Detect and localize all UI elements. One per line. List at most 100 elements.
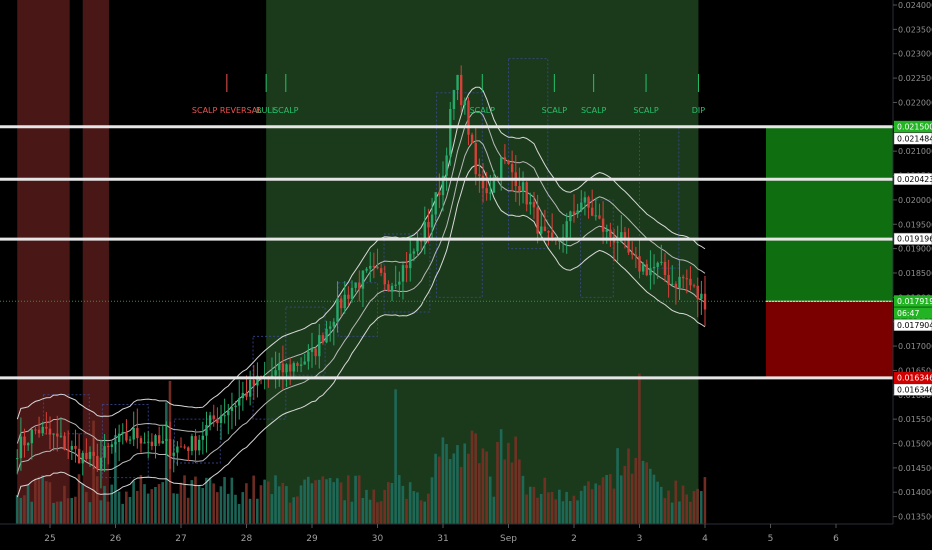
volume-bar (339, 482, 343, 524)
candle-body (463, 100, 467, 106)
candle-body (103, 446, 106, 458)
volume-bar (572, 495, 576, 524)
volume-bar (641, 460, 645, 524)
candle-body (150, 441, 154, 447)
candle-body (354, 282, 357, 288)
candle-body (110, 444, 114, 448)
volume-bar (634, 457, 638, 524)
candle-body (190, 436, 194, 451)
volume-bar (408, 482, 412, 524)
volume-bar (263, 479, 266, 524)
volume-bar (194, 476, 197, 524)
volume-layer (15, 373, 707, 524)
candle-body (318, 335, 321, 357)
levels-layer (0, 125, 893, 380)
volume-bar (576, 500, 579, 524)
volume-bar (678, 501, 681, 524)
candle-body (543, 226, 547, 232)
candle-body (540, 226, 543, 234)
volume-bar (237, 503, 241, 524)
candle-body (398, 281, 401, 285)
candle-body (459, 74, 463, 106)
candle-body (56, 433, 59, 437)
x-tick-label: 30 (372, 534, 384, 544)
x-tick-label: 28 (241, 534, 253, 544)
volume-bar (590, 489, 594, 524)
volume-bar (383, 489, 386, 524)
volume-bar (128, 496, 132, 524)
volume-bar (110, 484, 114, 524)
candle-body (525, 182, 528, 205)
band-line (16, 164, 706, 498)
candles-layer (16, 65, 707, 489)
candle-body (303, 361, 306, 365)
target-zone-layer (766, 126, 893, 378)
price-label-box (893, 132, 932, 145)
volume-bar (579, 490, 583, 524)
volume-bar (594, 483, 598, 524)
volume-bar (23, 495, 26, 524)
volume-bar (412, 491, 416, 524)
volume-bar (445, 444, 448, 524)
candle-body (292, 363, 296, 372)
candle-body (427, 222, 430, 228)
candle-body (307, 351, 310, 362)
volume-bar (230, 477, 234, 524)
volume-bar (48, 482, 52, 524)
volume-bar (492, 496, 496, 524)
price-axis-panel (893, 0, 932, 550)
volume-bar (234, 494, 237, 524)
candle-body (288, 364, 292, 372)
volume-bar (354, 475, 357, 524)
volume-bar (205, 477, 208, 524)
candle-body (587, 197, 590, 208)
candle-body (241, 392, 245, 399)
candle-body (187, 447, 190, 451)
candle-body (456, 74, 459, 91)
candle-body (656, 262, 659, 267)
candle-body (663, 261, 667, 275)
volume-bar (70, 497, 74, 524)
candle-body (474, 142, 477, 175)
candle-body (503, 157, 507, 161)
volume-bar (387, 482, 390, 524)
candle-body (328, 326, 332, 329)
volume-bar (601, 477, 605, 524)
candle-body (609, 229, 612, 237)
candle-body (671, 283, 674, 285)
volume-bar (132, 480, 135, 524)
candle-body (438, 192, 441, 196)
candle-body (208, 415, 212, 425)
volume-bar (423, 501, 427, 524)
candle-body (383, 272, 386, 285)
volume-bar (623, 465, 627, 524)
candle-body (572, 211, 576, 215)
volume-bar (52, 502, 55, 524)
candle-body (667, 274, 670, 285)
candle-body (81, 452, 84, 464)
candle-body (172, 452, 175, 456)
volume-bar (539, 493, 543, 524)
candle-body (216, 418, 219, 423)
volume-bar (434, 453, 437, 524)
candle-body (234, 405, 237, 408)
volume-bar (357, 475, 361, 524)
volume-bar (190, 480, 194, 524)
candle-body (445, 155, 448, 176)
volume-bar (652, 474, 656, 524)
candle-body (569, 211, 572, 222)
candle-body (558, 240, 561, 242)
volume-bar (139, 475, 143, 524)
candle-body (580, 202, 583, 211)
volume-bar (303, 479, 306, 524)
x-tick-label: 2 (571, 534, 577, 544)
price-label-box (894, 371, 932, 384)
price-label-box (893, 173, 932, 186)
volume-bar (59, 501, 63, 524)
candle-body (299, 364, 303, 366)
candle-body (594, 215, 598, 217)
candle-body (620, 232, 623, 242)
